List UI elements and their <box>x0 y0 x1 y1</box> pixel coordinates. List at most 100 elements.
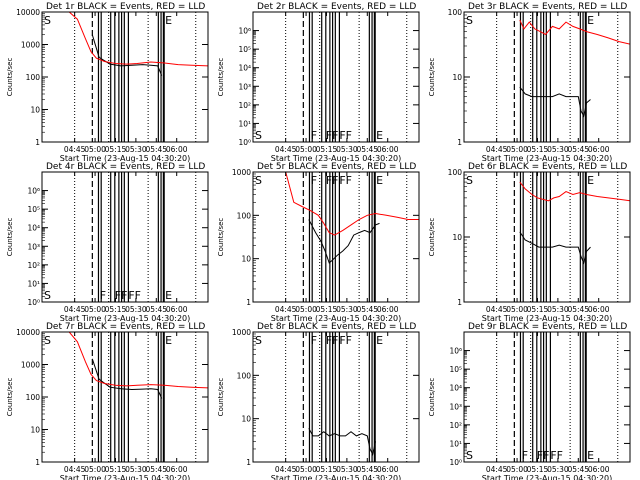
panel-title: Det 3r BLACK = Events, RED = LLD <box>468 2 627 12</box>
x-tick-label: 05:15 <box>527 305 549 314</box>
y-tick-label: 100 <box>237 371 252 380</box>
y-tick-label: 10⁵ <box>238 45 251 54</box>
y-tick-label: 1000 <box>232 328 251 337</box>
y-tick-label: 1 <box>35 138 40 147</box>
events-series-line <box>519 231 591 265</box>
x-tick-label: 05:00 <box>506 465 528 474</box>
y-tick-label: 1 <box>35 458 40 467</box>
x-tick-label: 05:45 <box>567 305 589 314</box>
x-axis-label: Start Time (23-Aug-15 04:30:20) <box>60 314 191 323</box>
x-tick-label: 05:45 <box>356 145 378 154</box>
events-series-line <box>308 219 380 264</box>
plot-frame <box>252 11 420 143</box>
flag-label: S <box>44 334 51 347</box>
y-tick-label: 10⁴ <box>238 64 251 73</box>
x-tick-label: 05:00 <box>84 305 106 314</box>
x-tick-label: 04:45 <box>275 465 297 474</box>
y-tick-label: 10¹ <box>238 119 251 128</box>
x-tick-label: 05:15 <box>527 465 549 474</box>
lld-series-line <box>519 19 630 45</box>
y-tick-label: 100 <box>237 211 252 220</box>
x-tick-label: 05:30 <box>547 145 569 154</box>
x-tick-label: 05:45 <box>145 305 167 314</box>
x-tick-label: 05:45 <box>356 305 378 314</box>
flag-label: FF <box>537 449 550 462</box>
plot-area: S F FF FF E <box>255 12 408 142</box>
y-tick-label: 10⁰ <box>449 458 462 467</box>
x-tick-label: 05:45 <box>567 145 589 154</box>
x-tick-label: 05:45 <box>356 465 378 474</box>
y-tick-label: 10³ <box>449 402 462 411</box>
plot-frame <box>463 171 631 303</box>
x-axis-label: Start Time (23-Aug-15 04:30:20) <box>482 474 613 480</box>
lld-series-line <box>42 332 208 389</box>
y-tick-label: 10⁶ <box>27 187 40 196</box>
x-tick-label: 05:15 <box>316 465 338 474</box>
x-tick-label: 04:45 <box>275 145 297 154</box>
y-tick-label: 10³ <box>27 242 40 251</box>
x-tick-label: 04:45 <box>486 305 508 314</box>
x-tick-label: 04:45 <box>64 305 86 314</box>
y-tick-label: 10⁶ <box>449 347 462 356</box>
flag-label: FF <box>128 289 141 302</box>
x-tick-label: 04:45 <box>486 465 508 474</box>
lld-series-line <box>42 12 208 67</box>
panel-title: Det 9r BLACK = Events, RED = LLD <box>468 322 627 332</box>
y-tick-label: 10 <box>30 106 40 115</box>
y-tick-label: 1 <box>246 458 251 467</box>
x-tick-label: 05:00 <box>295 305 317 314</box>
y-axis-label: Counts/sec <box>6 378 14 417</box>
x-tick-label: 04:45 <box>486 145 508 154</box>
x-tick-label: 05:30 <box>125 305 147 314</box>
flag-label: S <box>44 14 51 27</box>
x-axis-label: Start Time (23-Aug-15 04:30:20) <box>482 154 613 163</box>
y-tick-label: 10⁴ <box>449 384 462 393</box>
y-tick-label: 10⁰ <box>238 138 251 147</box>
x-tick-label: 05:15 <box>105 305 127 314</box>
y-tick-label: 10³ <box>238 82 251 91</box>
x-tick-label: 06:00 <box>166 145 188 154</box>
y-tick-label: 1000 <box>21 41 40 50</box>
x-tick-label: 05:00 <box>506 145 528 154</box>
plot-frame <box>463 331 631 463</box>
flag-label: S <box>255 129 262 142</box>
x-axis-label: Start Time (23-Aug-15 04:30:20) <box>60 154 191 163</box>
y-tick-label: 1 <box>246 298 251 307</box>
y-axis-label: Counts/sec <box>217 218 225 257</box>
x-tick-label: 04:45 <box>275 305 297 314</box>
y-tick-label: 10 <box>241 255 251 264</box>
flag-label: F <box>311 129 317 142</box>
y-axis-label: Counts/sec <box>428 378 436 417</box>
flag-label: S <box>44 289 51 302</box>
x-tick-label: 06:00 <box>166 305 188 314</box>
flag-label: FF <box>339 174 352 187</box>
x-tick-label: 05:30 <box>547 465 569 474</box>
y-tick-label: 100 <box>26 393 41 402</box>
x-tick-label: 05:30 <box>336 465 358 474</box>
events-series-line <box>308 428 376 456</box>
x-tick-label: 05:15 <box>105 465 127 474</box>
flag-label: E <box>376 174 383 187</box>
lld-series-line <box>519 181 630 202</box>
x-tick-label: 06:00 <box>377 305 399 314</box>
x-tick-label: 05:15 <box>527 145 549 154</box>
y-axis-label: Counts/sec <box>428 218 436 257</box>
flag-label: S <box>466 449 473 462</box>
y-axis-label: Counts/sec <box>217 58 225 97</box>
x-tick-label: 05:15 <box>316 305 338 314</box>
x-tick-label: 05:30 <box>125 145 147 154</box>
x-tick-label: 06:00 <box>588 305 610 314</box>
panel-title: Det 6r BLACK = Events, RED = LLD <box>468 162 627 172</box>
panel-title: Det 5r BLACK = Events, RED = LLD <box>257 162 416 172</box>
flag-label: FF <box>326 129 339 142</box>
flag-label: F <box>311 174 317 187</box>
events-series-line <box>91 358 163 399</box>
